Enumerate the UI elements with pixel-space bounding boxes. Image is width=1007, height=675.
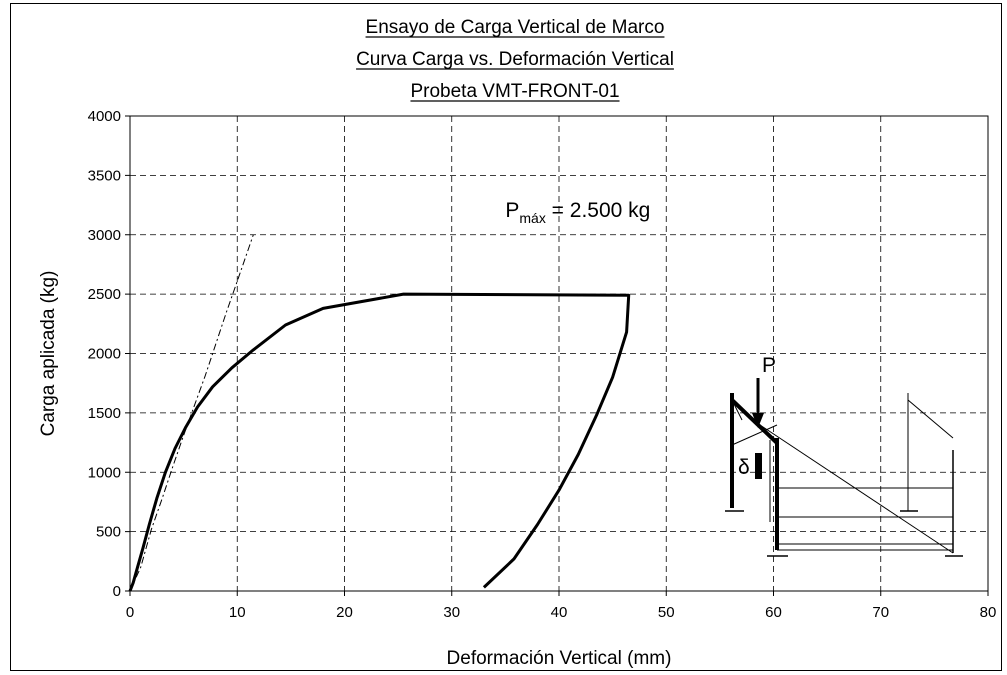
x-tick-label: 50	[658, 604, 675, 621]
pmax-annotation: Pmáx = 2.500 kg	[505, 199, 650, 226]
x-tick-label: 30	[443, 604, 460, 621]
y-tick-label: 3000	[88, 227, 121, 244]
series-group	[128, 234, 631, 592]
load-deformation-curve	[128, 292, 631, 592]
test-setup-sketch	[725, 378, 963, 557]
grid	[130, 116, 988, 591]
y-tick-label: 1000	[88, 464, 121, 481]
sketch-displacement-label: δ	[738, 456, 750, 479]
x-tick-label: 40	[551, 604, 568, 621]
displacement-gauge	[755, 453, 762, 479]
sketch-brace	[731, 424, 778, 446]
x-axis-label: Deformación Vertical (mm)	[447, 648, 672, 669]
sketch-thin-member	[731, 399, 743, 421]
y-axis-ticks: 0 500 1000 1500 2000 2500 3000 3500 4000	[88, 108, 130, 600]
sketch-load-label: P	[762, 354, 776, 377]
y-tick-label: 4000	[88, 108, 121, 125]
x-tick-label: 70	[872, 604, 889, 621]
x-tick-label: 20	[336, 604, 353, 621]
title-underlines	[356, 36, 674, 102]
x-tick-label: 80	[980, 604, 997, 621]
sketch-diagonal	[759, 424, 954, 554]
y-tick-label: 500	[96, 524, 121, 541]
x-tick-label: 10	[229, 604, 246, 621]
initial-stiffness-line	[129, 234, 254, 592]
chart-title-line-1: Ensayo de Carga Vertical de Marco	[366, 17, 665, 38]
y-tick-label: 1500	[88, 405, 121, 422]
chart-frame	[10, 3, 1002, 671]
y-tick-label: 2000	[88, 346, 121, 363]
sketch-inclined-member	[730, 398, 779, 445]
x-axis-ticks: 0 10 20 30 40 50 60 70 80	[126, 591, 997, 621]
y-tick-label: 2500	[88, 286, 121, 303]
y-axis-label: Carga aplicada (kg)	[38, 271, 59, 437]
pmax-prefix: P	[505, 199, 519, 222]
chart-title-line-3: Probeta VMT-FRONT-01	[410, 81, 619, 102]
pmax-suffix: = 2.500 kg	[546, 199, 651, 222]
y-tick-label: 3500	[88, 167, 121, 184]
chart-title-line-2: Curva Carga vs. Deformación Vertical	[356, 49, 674, 70]
x-tick-label: 0	[126, 604, 134, 621]
x-tick-label: 60	[765, 604, 782, 621]
load-arrow-head	[752, 413, 764, 428]
y-tick-label: 0	[113, 583, 121, 600]
sketch-mid-brace	[907, 399, 954, 439]
pmax-subscript: máx	[519, 210, 545, 226]
